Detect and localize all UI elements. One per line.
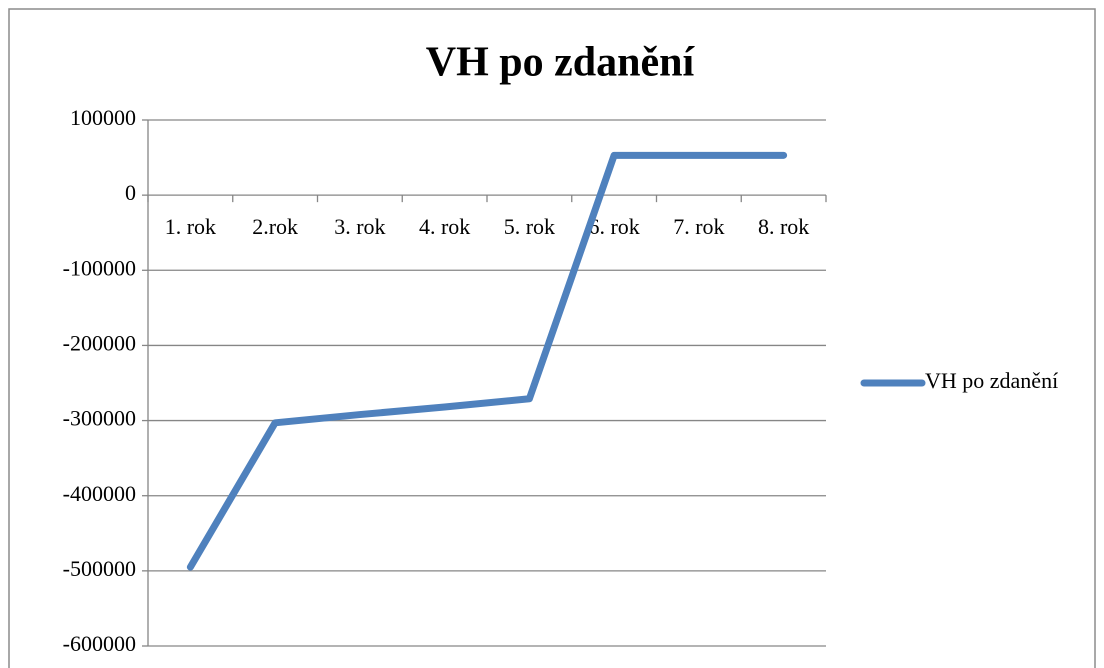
x-tick-label: 1. rok — [165, 214, 216, 239]
x-tick-label: 2.rok — [252, 214, 298, 239]
x-tick-label: 7. rok — [673, 214, 724, 239]
y-tick-label: -400000 — [63, 481, 136, 506]
y-tick-label: -600000 — [63, 631, 136, 656]
y-tick-label: -500000 — [63, 556, 136, 581]
x-tick-label: 6. rok — [588, 214, 639, 239]
x-tick-label: 4. rok — [419, 214, 470, 239]
x-tick-label: 5. rok — [504, 214, 555, 239]
y-tick-label: -200000 — [63, 330, 136, 355]
series-line — [186, 151, 788, 571]
x-tick-label: 3. rok — [334, 214, 385, 239]
y-tick-label: 0 — [125, 180, 136, 205]
y-tick-label: 100000 — [70, 105, 136, 130]
chart-title: VH po zdanění — [426, 40, 696, 86]
legend-label: VH po zdanění — [925, 368, 1058, 393]
y-tick-label: -100000 — [63, 255, 136, 280]
y-tick-label: -300000 — [63, 406, 136, 431]
x-tick-label: 8. rok — [758, 214, 809, 239]
